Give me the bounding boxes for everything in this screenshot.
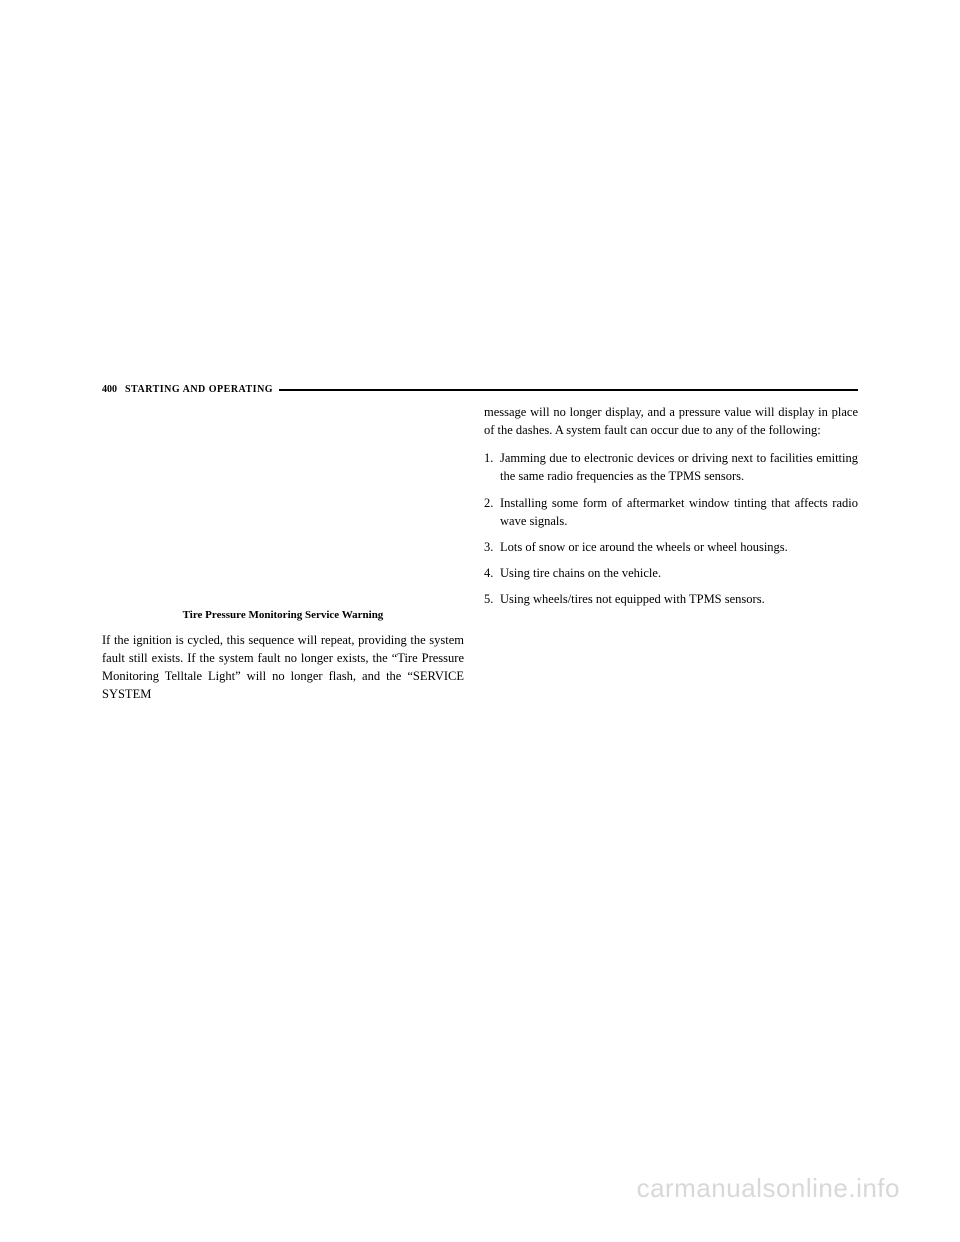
list-number: 4. bbox=[484, 564, 500, 582]
list-text: Installing some form of aftermarket wind… bbox=[500, 494, 858, 530]
header-rule bbox=[279, 389, 858, 391]
list-number: 3. bbox=[484, 538, 500, 556]
list-item: 1. Jamming due to electronic devices or … bbox=[484, 449, 858, 485]
list-item: 5. Using wheels/tires not equipped with … bbox=[484, 590, 858, 608]
page-header: 400 STARTING AND OPERATING bbox=[102, 384, 858, 395]
list-text: Using wheels/tires not equipped with TPM… bbox=[500, 590, 858, 608]
watermark-text: carmanualsonline.info bbox=[637, 1173, 900, 1204]
left-column: Tire Pressure Monitoring Service Warning… bbox=[102, 403, 464, 704]
list-number: 5. bbox=[484, 590, 500, 608]
image-caption: Tire Pressure Monitoring Service Warning bbox=[102, 609, 464, 621]
left-body-text: If the ignition is cycled, this sequence… bbox=[102, 631, 464, 704]
list-number: 1. bbox=[484, 449, 500, 485]
list-text: Jamming due to electronic devices or dri… bbox=[500, 449, 858, 485]
page-number: 400 bbox=[102, 384, 117, 395]
list-text: Lots of snow or ice around the wheels or… bbox=[500, 538, 858, 556]
right-intro-text: message will no longer display, and a pr… bbox=[484, 403, 858, 439]
right-column: message will no longer display, and a pr… bbox=[484, 403, 858, 704]
list-item: 4. Using tire chains on the vehicle. bbox=[484, 564, 858, 582]
columns-container: Tire Pressure Monitoring Service Warning… bbox=[102, 403, 858, 704]
section-title: STARTING AND OPERATING bbox=[125, 384, 273, 395]
list-text: Using tire chains on the vehicle. bbox=[500, 564, 858, 582]
list-item: 3. Lots of snow or ice around the wheels… bbox=[484, 538, 858, 556]
list-number: 2. bbox=[484, 494, 500, 530]
warning-image bbox=[143, 403, 423, 603]
list-item: 2. Installing some form of aftermarket w… bbox=[484, 494, 858, 530]
page-content: 400 STARTING AND OPERATING Tire Pressure… bbox=[102, 384, 858, 804]
